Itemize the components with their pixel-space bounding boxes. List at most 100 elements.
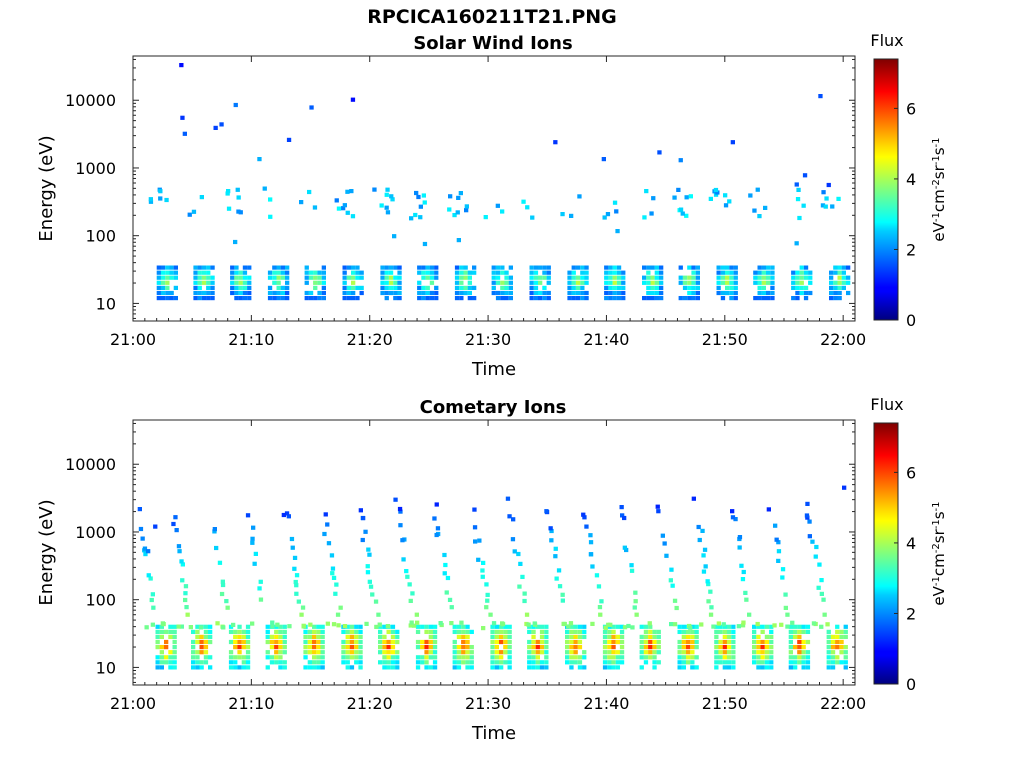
- spectrogram-cell: [630, 625, 635, 630]
- spectrogram-cell: [687, 275, 692, 280]
- spectrogram-cell: [354, 639, 359, 645]
- x-axis-label: Time: [471, 723, 516, 744]
- spectrogram-cell: [799, 265, 804, 270]
- spectrogram-cell: [203, 655, 209, 660]
- spectrogram-cell: [342, 285, 347, 290]
- spectrogram-cell: [395, 650, 400, 655]
- spectrogram-cell: [265, 624, 270, 629]
- spectrogram-cell: [760, 650, 765, 655]
- spectrogram-cell: [333, 591, 338, 596]
- spectrogram-cell: [553, 554, 558, 559]
- spectrogram-cell: [331, 575, 337, 580]
- spectrogram-cell: [512, 549, 517, 554]
- spectrogram-cell: [725, 280, 730, 285]
- spectrogram-cell: [694, 645, 699, 650]
- spectrogram-cell: [760, 665, 765, 670]
- spectrogram-cell: [465, 660, 470, 665]
- spectrogram-cell: [793, 629, 798, 634]
- spectrogram-cell: [691, 496, 696, 501]
- spectrogram-cell: [363, 529, 368, 534]
- spectrogram-cell: [397, 506, 403, 512]
- spectrogram-cell: [385, 624, 390, 629]
- spectrogram-cell: [481, 560, 486, 565]
- spectrogram-cell: [180, 115, 185, 120]
- spectrogram-cell: [616, 270, 622, 275]
- spectrogram-cell: [531, 655, 536, 660]
- spectrogram-cell: [490, 634, 495, 639]
- spectrogram-cell: [456, 660, 462, 665]
- spectrogram-cell: [473, 539, 478, 544]
- spectrogram-cell: [421, 275, 426, 280]
- x-tick-label: 21:10: [228, 694, 274, 713]
- spectrogram-cell: [424, 639, 429, 645]
- spectrogram-cell: [316, 624, 321, 629]
- spectrogram-cell: [808, 275, 813, 280]
- spectrogram-cell: [421, 270, 426, 275]
- spectrogram-cell: [316, 639, 321, 645]
- spectrogram-cell: [245, 639, 251, 645]
- spectrogram-cell: [456, 650, 462, 655]
- spectrogram-cell: [415, 624, 421, 629]
- spectrogram-cell: [390, 665, 396, 670]
- spectrogram-cell: [702, 547, 708, 552]
- spectrogram-cell: [148, 576, 153, 581]
- spectrogram-cell: [829, 270, 834, 275]
- spectrogram-cell: [380, 270, 385, 275]
- spectrogram-cell: [797, 660, 802, 665]
- spectrogram-cell: [681, 665, 686, 670]
- spectrogram-cell: [546, 265, 551, 270]
- spectrogram-cell: [459, 265, 464, 270]
- spectrogram-cell: [691, 280, 696, 285]
- spectrogram-cell: [165, 270, 170, 275]
- spectrogram-cell: [173, 515, 178, 520]
- spectrogram-cell: [304, 275, 309, 280]
- spectrogram-cell: [752, 208, 757, 213]
- spectrogram-cell: [459, 280, 464, 285]
- spectrogram-cell: [584, 296, 589, 301]
- spectrogram-cell: [472, 265, 477, 270]
- spectrogram-cell: [769, 650, 774, 655]
- spectrogram-cell: [165, 296, 170, 301]
- spectrogram-cell: [795, 197, 801, 202]
- spectrogram-cell: [723, 203, 729, 208]
- spectrogram-cell: [711, 624, 716, 629]
- spectrogram-cell: [144, 625, 149, 630]
- spectrogram-cell: [690, 639, 695, 645]
- spectrogram-cell: [584, 524, 589, 529]
- spectrogram-cell: [322, 531, 327, 537]
- spectrogram-cell: [670, 583, 675, 588]
- spectrogram-cell: [415, 639, 421, 645]
- spectrogram-cell: [415, 655, 421, 660]
- spectrogram-cell: [203, 634, 209, 639]
- spectrogram-cell: [469, 645, 474, 650]
- spectrogram-cell: [494, 665, 499, 670]
- spectrogram-cell: [386, 655, 391, 660]
- colorbar-tick-label: 4: [906, 170, 916, 189]
- spectrogram-cell: [805, 624, 811, 629]
- spectrogram-cell: [686, 645, 691, 650]
- spectrogram-cell: [678, 265, 683, 270]
- spectrogram-cell: [417, 290, 422, 296]
- spectrogram-cell: [796, 187, 801, 192]
- spectrogram-cell: [452, 213, 457, 218]
- spectrogram-cell: [378, 650, 383, 655]
- spectrogram-cell: [484, 582, 489, 587]
- spectrogram-cell: [757, 270, 762, 275]
- spectrogram-cell: [681, 629, 686, 634]
- spectrogram-cell: [495, 296, 501, 301]
- spectrogram-cell: [805, 629, 811, 634]
- spectrogram-cell: [195, 665, 200, 670]
- axes: 21:00 21:10 21:20 21:30 21:40 21:50 22:0010100…: [65, 420, 866, 713]
- spectrogram-cell: [722, 624, 727, 629]
- spectrogram-cell: [164, 639, 169, 645]
- spectrogram-cell: [569, 629, 574, 634]
- spectrogram-cell: [210, 265, 215, 270]
- spectrogram-cell: [215, 621, 220, 626]
- spectrogram-cell: [619, 645, 625, 650]
- spectrogram-cell: [644, 189, 649, 194]
- spectrogram-cell: [829, 296, 834, 301]
- spectrogram-cell: [535, 624, 540, 629]
- spectrogram-cell: [164, 655, 169, 660]
- spectrogram-cell: [483, 215, 488, 220]
